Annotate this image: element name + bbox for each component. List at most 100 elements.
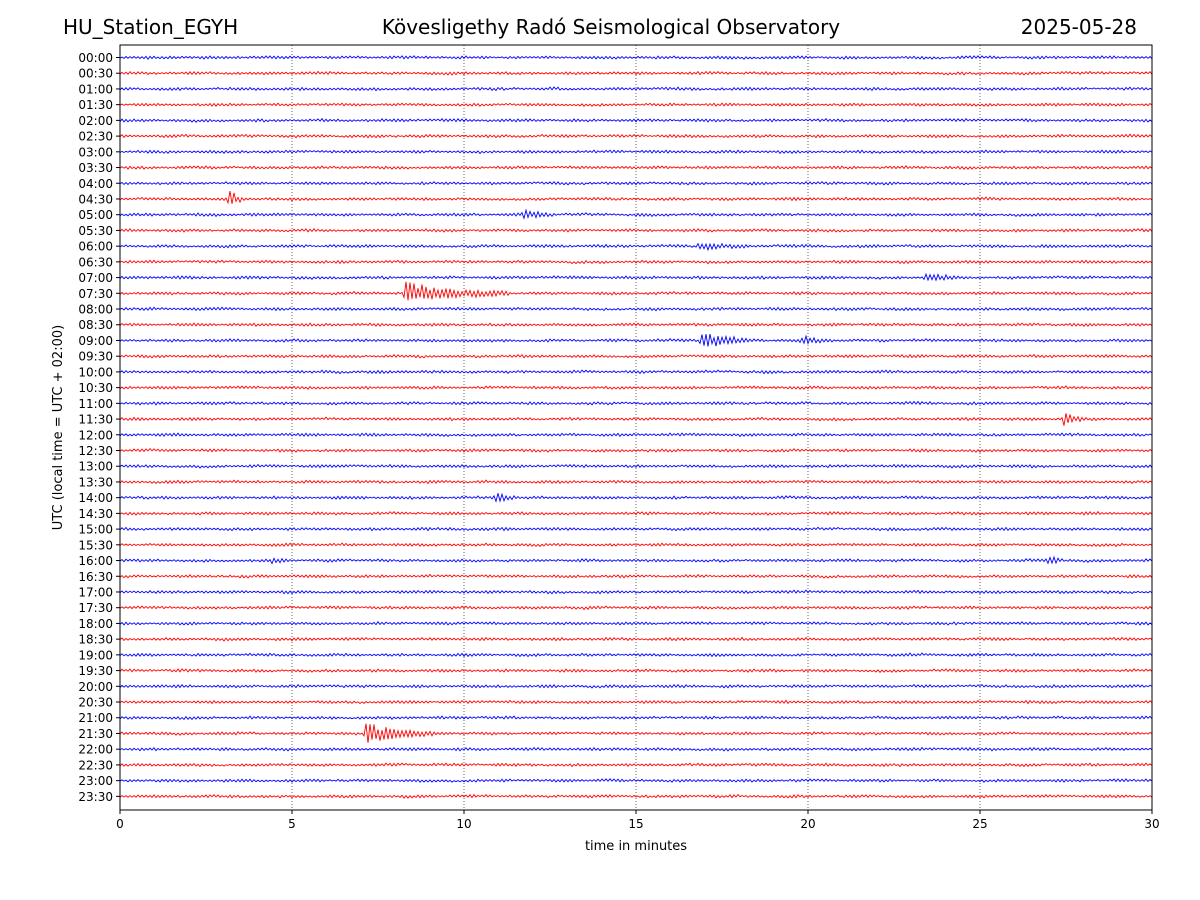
trace-line — [119, 55, 1153, 60]
trace-line — [119, 190, 1153, 205]
trace-line — [119, 447, 1153, 453]
x-axis-ticks: 0 5 10 15 20 25 30 — [116, 810, 1160, 831]
chart-header: HU_Station_EGYH Kövesligethy Radó Seismo… — [0, 0, 1200, 46]
y-tick-label: 19:30 — [78, 664, 113, 678]
date-label: 2025-05-28 — [1020, 15, 1137, 39]
y-tick-label: 02:30 — [78, 130, 113, 144]
trace-line — [119, 133, 1153, 139]
trace-line — [119, 573, 1153, 579]
trace-line — [119, 86, 1153, 92]
trace-line — [119, 652, 1153, 658]
trace-line — [119, 778, 1153, 783]
y-tick-label: 07:00 — [78, 271, 113, 285]
y-tick-label: 05:00 — [78, 208, 113, 222]
y-tick-label: 07:30 — [78, 287, 113, 301]
y-tick-label: 19:00 — [78, 648, 113, 662]
x-tick-label: 30 — [1144, 817, 1159, 831]
trace-line — [119, 164, 1153, 171]
trace-line — [119, 683, 1153, 689]
y-tick-label: 04:00 — [78, 177, 113, 191]
trace-line — [119, 369, 1153, 375]
trace-line — [119, 227, 1153, 233]
trace-line — [119, 589, 1153, 595]
y-tick-label: 22:30 — [78, 758, 113, 772]
y-tick-label: 18:30 — [78, 633, 113, 647]
trace-line — [119, 555, 1153, 565]
y-axis-label: UTC (local time = UTC + 02:00) — [51, 325, 66, 530]
trace-line — [119, 793, 1153, 799]
trace-line — [119, 542, 1153, 548]
grid-lines — [291, 45, 981, 810]
trace-line — [119, 621, 1153, 626]
y-tick-label: 10:00 — [78, 365, 113, 379]
trace-line — [119, 668, 1153, 674]
y-tick-label: 15:30 — [78, 538, 113, 552]
y-tick-label: 01:30 — [78, 98, 113, 112]
trace-group — [119, 55, 1153, 799]
y-tick-label: 12:00 — [78, 428, 113, 442]
y-tick-label: 00:30 — [78, 67, 113, 81]
trace-line — [119, 333, 1153, 347]
x-tick-label: 20 — [800, 817, 815, 831]
y-tick-label: 04:30 — [78, 192, 113, 206]
trace-line — [119, 259, 1153, 265]
y-tick-label: 11:30 — [78, 413, 113, 427]
y-tick-label: 20:00 — [78, 680, 113, 694]
y-tick-label: 08:30 — [78, 318, 113, 332]
y-tick-label: 14:00 — [78, 491, 113, 505]
y-tick-label: 16:00 — [78, 554, 113, 568]
trace-line — [119, 306, 1153, 312]
y-tick-label: 01:00 — [78, 82, 113, 96]
y-tick-label: 22:00 — [78, 743, 113, 757]
y-tick-label: 18:00 — [78, 617, 113, 631]
y-tick-label: 13:00 — [78, 460, 113, 474]
y-tick-label: 21:00 — [78, 711, 113, 725]
trace-line — [119, 699, 1153, 705]
y-tick-label: 06:30 — [78, 255, 113, 269]
x-tick-label: 25 — [972, 817, 987, 831]
y-tick-label: 06:00 — [78, 240, 113, 254]
trace-line — [119, 746, 1153, 752]
trace-line — [119, 526, 1153, 532]
y-tick-label: 13:30 — [78, 475, 113, 489]
y-tick-label: 17:30 — [78, 601, 113, 615]
trace-line — [119, 117, 1153, 123]
y-tick-label: 09:30 — [78, 350, 113, 364]
station-label: HU_Station_EGYH — [63, 15, 239, 39]
trace-line — [119, 715, 1153, 721]
trace-line — [119, 492, 1153, 503]
x-tick-label: 0 — [116, 817, 124, 831]
x-tick-label: 10 — [456, 817, 471, 831]
x-tick-label: 15 — [628, 817, 643, 831]
y-tick-label: 05:30 — [78, 224, 113, 238]
trace-line — [119, 400, 1153, 406]
trace-line — [119, 510, 1153, 516]
trace-line — [119, 70, 1153, 76]
trace-line — [119, 322, 1153, 328]
y-tick-label: 08:00 — [78, 303, 113, 317]
y-tick-label: 12:30 — [78, 444, 113, 458]
trace-line — [119, 463, 1153, 469]
trace-line — [119, 605, 1153, 611]
trace-line — [119, 102, 1153, 108]
y-tick-label: 03:00 — [78, 145, 113, 159]
trace-line — [119, 413, 1153, 426]
y-tick-label: 02:00 — [78, 114, 113, 128]
x-axis-label: time in minutes — [585, 839, 687, 854]
trace-line — [119, 723, 1153, 743]
y-tick-label: 20:30 — [78, 696, 113, 710]
trace-line — [119, 181, 1153, 186]
trace-line — [119, 149, 1153, 155]
trace-line — [119, 281, 1153, 301]
y-tick-label: 09:00 — [78, 334, 113, 348]
y-tick-label: 17:00 — [78, 585, 113, 599]
y-tick-label: 10:30 — [78, 381, 113, 395]
y-tick-label: 11:00 — [78, 397, 113, 411]
trace-line — [119, 385, 1153, 390]
trace-line — [119, 242, 1153, 252]
y-tick-label: 21:30 — [78, 727, 113, 741]
y-tick-label: 00:00 — [78, 51, 113, 65]
y-tick-label: 03:30 — [78, 161, 113, 175]
